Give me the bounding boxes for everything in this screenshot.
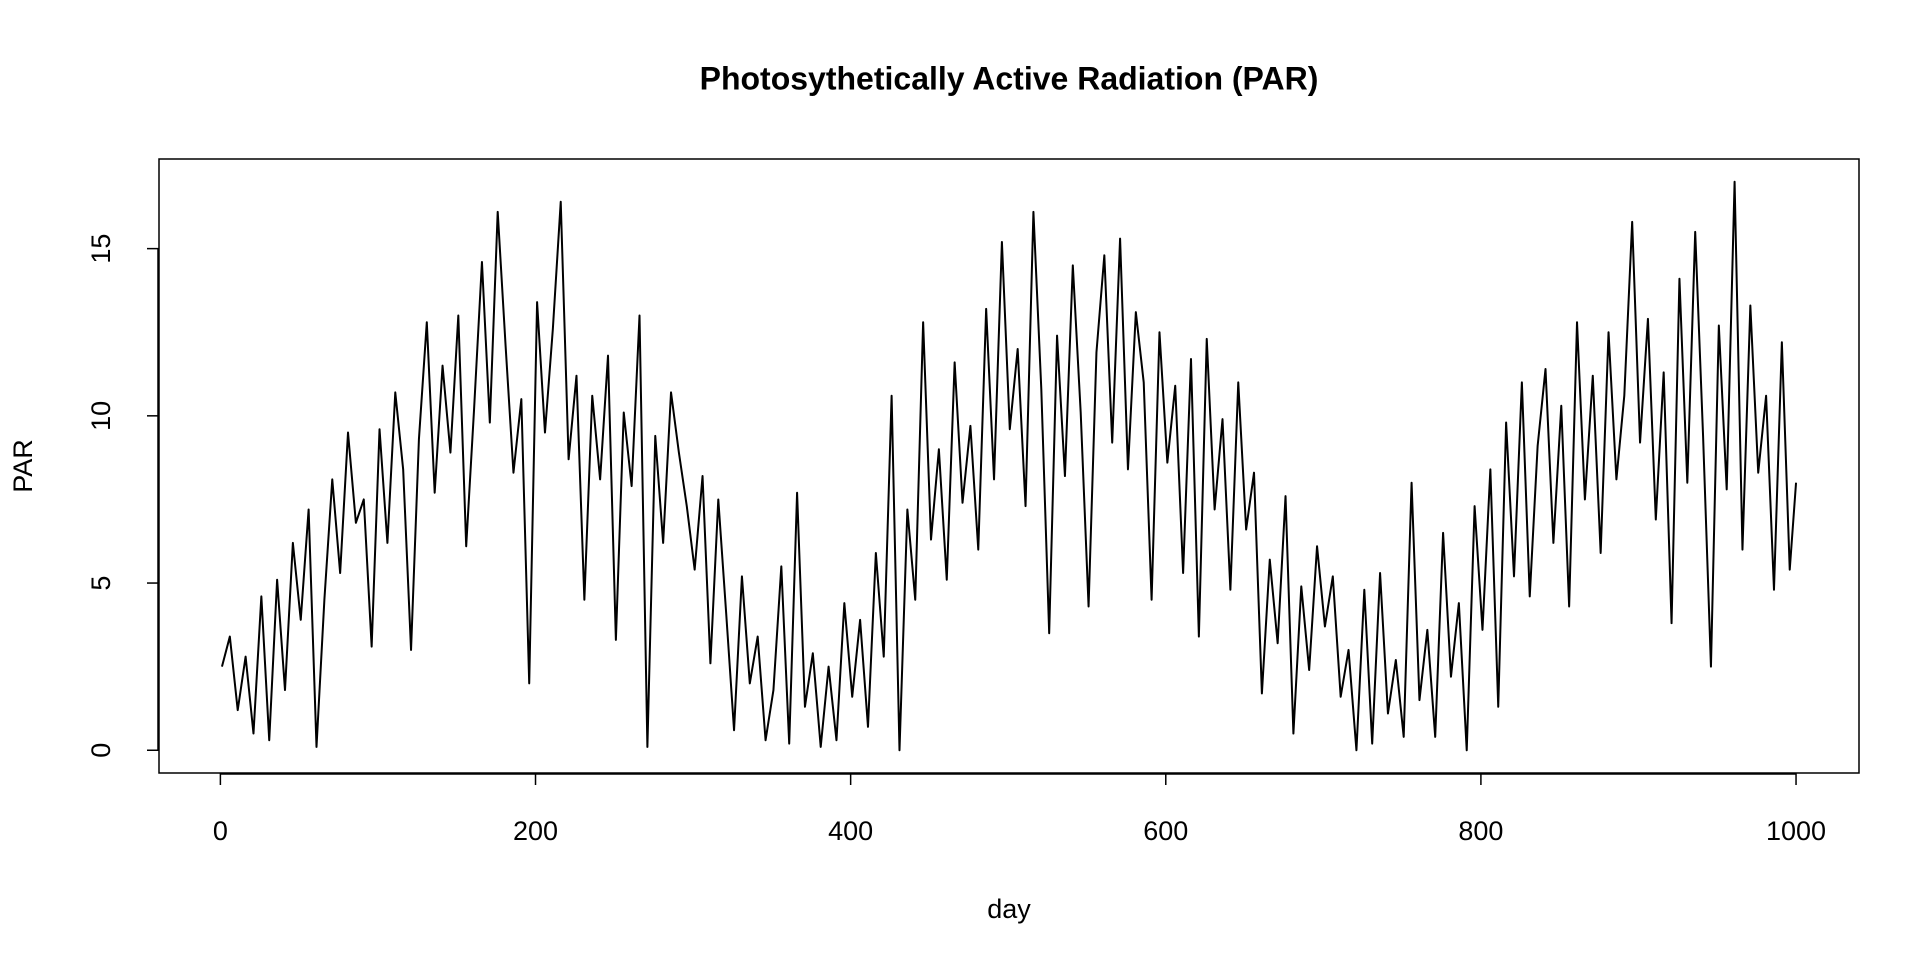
y-tick-label: 10	[86, 401, 116, 431]
y-axis-title: PAR	[8, 439, 38, 493]
chart-title: Photosythetically Active Radiation (PAR)	[700, 60, 1319, 96]
x-tick-label: 1000	[1766, 816, 1826, 846]
data-line	[220, 180, 1798, 752]
x-tick-label: 200	[513, 816, 558, 846]
x-axis-title: day	[987, 894, 1031, 924]
y-tick-label: 5	[86, 576, 116, 591]
plot-box	[158, 158, 1860, 774]
y-tick-label: 0	[86, 743, 116, 758]
x-tick-label: 800	[1458, 816, 1503, 846]
x-tick-label: 600	[1143, 816, 1188, 846]
x-tick-label: 0	[213, 816, 228, 846]
x-tick-label: 400	[828, 816, 873, 846]
y-tick-label: 15	[86, 234, 116, 264]
